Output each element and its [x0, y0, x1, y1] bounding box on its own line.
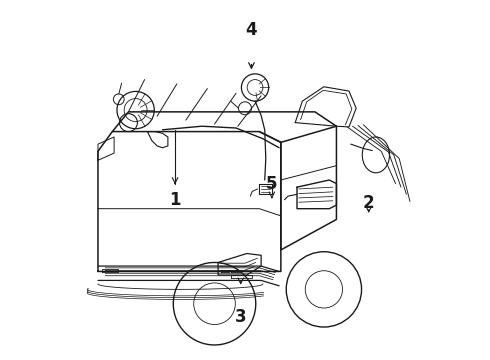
Text: 3: 3	[235, 308, 246, 326]
Text: 2: 2	[363, 194, 374, 212]
Text: 5: 5	[266, 175, 278, 193]
Text: 4: 4	[245, 21, 257, 39]
Text: 1: 1	[170, 191, 181, 209]
